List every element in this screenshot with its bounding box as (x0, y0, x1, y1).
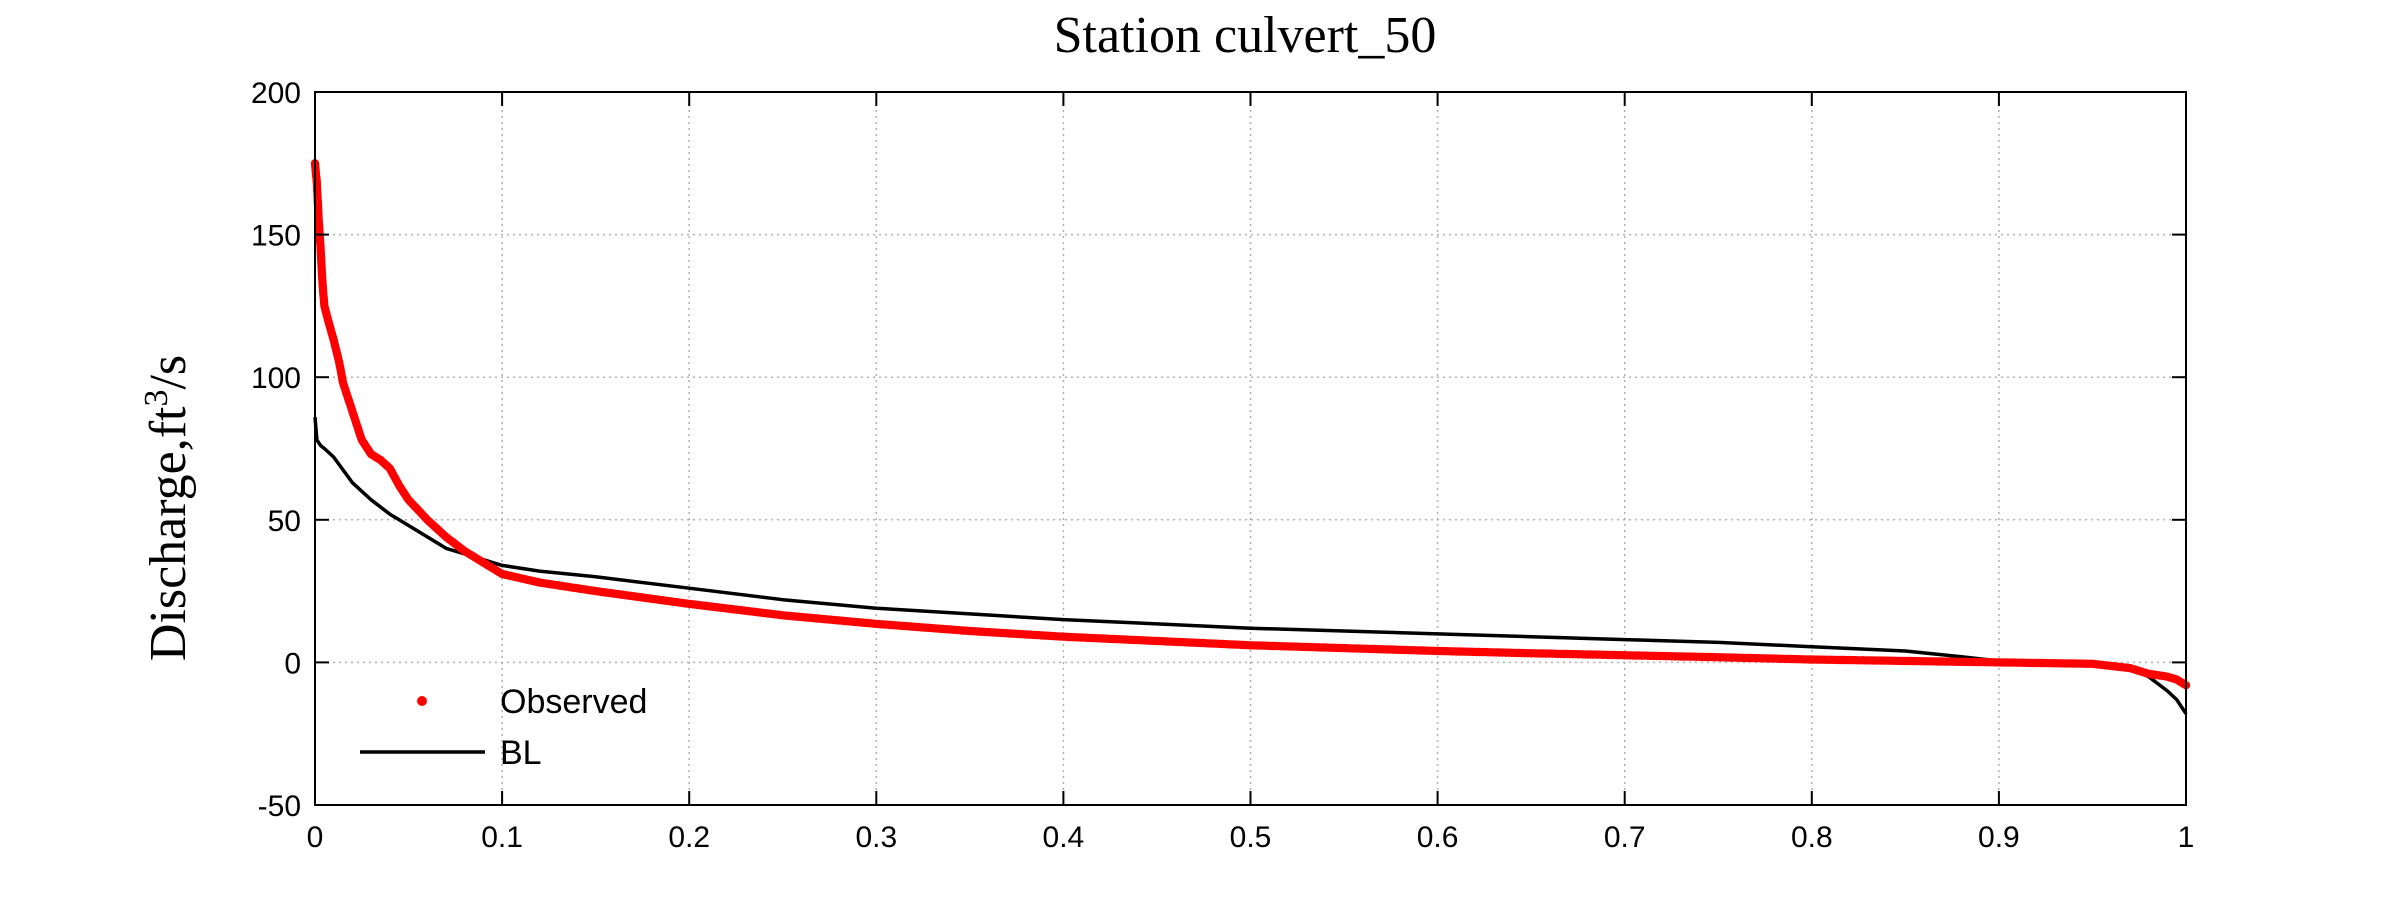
x-tick-label: 0.8 (1791, 821, 1833, 854)
x-tick-label: 0.2 (668, 821, 710, 854)
x-tick-label: 1 (2178, 821, 2195, 854)
x-tick-label: 0 (307, 821, 324, 854)
y-tick-label: -50 (258, 790, 301, 823)
x-tick-label: 0.5 (1230, 821, 1272, 854)
y-tick-label: 100 (251, 362, 301, 395)
legend-marker-observed (417, 696, 427, 706)
grid (315, 92, 2186, 805)
y-tick-label: 50 (268, 505, 301, 538)
plot-series (310, 159, 2191, 715)
y-tick-label: 0 (284, 647, 301, 680)
svg-text:Discharge,ft3/s: Discharge,ft3/s (138, 355, 197, 661)
x-tick-label: 0.9 (1978, 821, 2020, 854)
series-markers-observed (310, 159, 2191, 690)
axis-ticks: 0 0.1 0.2 0.3 0.4 0.5 0.6 0.7 0.8 0.9 1-5005010015… (251, 77, 2194, 854)
x-tick-label: 0.7 (1604, 821, 1646, 854)
y-axis-label: Discharge,ft3/s (138, 355, 197, 661)
legend-label-bl: BL (500, 734, 542, 772)
x-tick-label: 0.4 (1043, 821, 1085, 854)
y-axis-label-main: Discharge,ft (140, 406, 197, 661)
y-axis-label-suffix: /s (140, 355, 197, 390)
x-tick-label: 0.3 (855, 821, 897, 854)
x-tick-label: 0.6 (1417, 821, 1459, 854)
legend: Observed BL (360, 683, 647, 772)
y-axis-label-superscript: 3 (138, 390, 175, 407)
chart-title: Station culvert_50 (1054, 7, 1437, 64)
x-tick-label: 0.1 (481, 821, 523, 854)
y-tick-label: 150 (251, 220, 301, 253)
y-tick-label: 200 (251, 77, 301, 110)
legend-label-observed: Observed (500, 683, 647, 721)
